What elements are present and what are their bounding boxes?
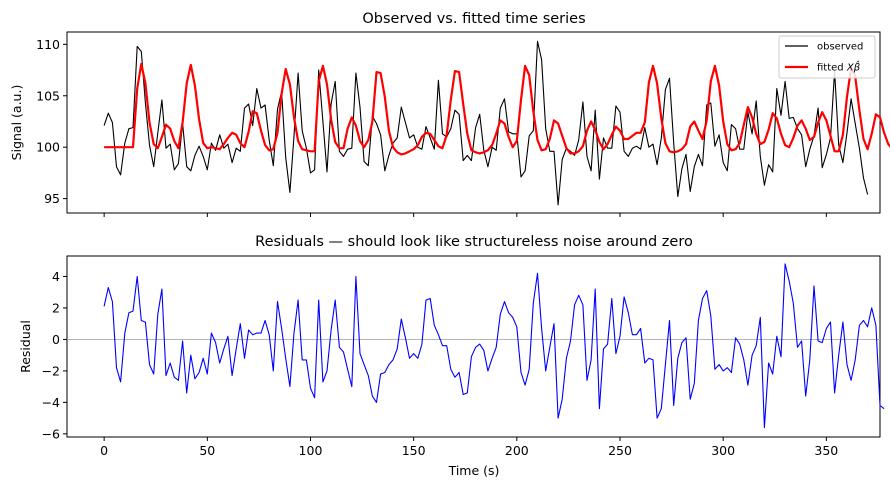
top-plot-frame bbox=[66, 31, 881, 214]
bottom-x-tick-label: 50 bbox=[199, 443, 215, 458]
bottom-x-tick-label: 300 bbox=[711, 443, 735, 458]
bottom-y-tick-label: 2 bbox=[52, 300, 60, 315]
bottom-y-tick-label: 0 bbox=[52, 332, 60, 347]
legend-fitted-label-beta: β̂ bbox=[853, 60, 861, 74]
top-panel: Observed vs. fitted time series Signal (… bbox=[9, 11, 890, 217]
bottom-chart-title: Residuals — should look like structurele… bbox=[255, 234, 693, 250]
legend-fitted-label: fitted Xβ̂ bbox=[817, 60, 861, 74]
bottom-y-axis-label: Residual bbox=[18, 320, 33, 373]
legend: observed fitted Xβ̂ bbox=[778, 35, 876, 79]
observed-series-line bbox=[103, 40, 869, 206]
bottom-x-tick-label: 0 bbox=[100, 443, 108, 458]
bottom-x-tick-label: 350 bbox=[814, 443, 838, 458]
top-y-tick-label: 105 bbox=[36, 88, 60, 103]
top-y-tick-label: 100 bbox=[36, 140, 60, 155]
bottom-plot-frame bbox=[66, 255, 881, 438]
bottom-x-ticks: 0 50 100 150 200 250 300 350 bbox=[100, 437, 838, 458]
bottom-y-tick-label: −6 bbox=[42, 426, 60, 441]
bottom-x-tick-label: 250 bbox=[608, 443, 632, 458]
bottom-y-ticks: −6 −4 −2 0 2 4 bbox=[42, 269, 67, 441]
bottom-series-group bbox=[103, 263, 885, 429]
top-y-axis-label: Signal (a.u.) bbox=[9, 85, 24, 161]
bottom-x-tick-label: 150 bbox=[402, 443, 426, 458]
top-x-ticks bbox=[103, 213, 827, 217]
bottom-x-tick-label: 100 bbox=[299, 443, 323, 458]
top-y-ticks: 95 100 105 110 bbox=[36, 37, 67, 206]
bottom-y-tick-label: −2 bbox=[42, 363, 60, 378]
legend-fitted-label-text: fitted bbox=[817, 63, 847, 74]
top-series-group bbox=[103, 40, 890, 206]
bottom-x-axis-label: Time (s) bbox=[448, 463, 500, 478]
bottom-panel: Residuals — should look like structurele… bbox=[18, 234, 885, 478]
legend-observed-label: observed bbox=[817, 42, 863, 53]
top-chart-title: Observed vs. fitted time series bbox=[362, 11, 585, 27]
residual-series-line bbox=[103, 263, 885, 429]
legend-fitted-label-math: X bbox=[846, 63, 855, 74]
top-y-tick-label: 95 bbox=[44, 191, 60, 206]
bottom-y-tick-label: −4 bbox=[42, 395, 60, 410]
bottom-x-tick-label: 200 bbox=[505, 443, 529, 458]
fitted-series-line bbox=[104, 62, 890, 156]
top-y-tick-label: 110 bbox=[36, 37, 60, 52]
bottom-y-tick-label: 4 bbox=[52, 269, 60, 284]
